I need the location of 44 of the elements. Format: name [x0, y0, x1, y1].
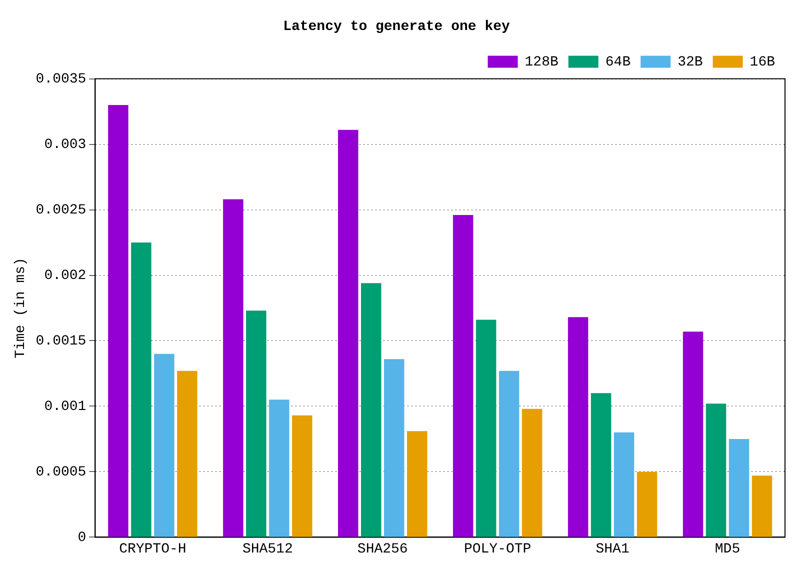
bar [223, 199, 244, 537]
x-tick-label: SHA256 [357, 541, 408, 558]
y-tick-label: 0.001 [44, 398, 86, 415]
bar [384, 359, 404, 537]
bar [636, 472, 658, 537]
bar [452, 215, 474, 537]
bar [706, 404, 726, 537]
legend-label: 64B [605, 54, 631, 71]
y-tick-label: 0.0035 [36, 72, 86, 88]
bar [752, 476, 772, 537]
bar [246, 310, 266, 537]
bar [406, 431, 428, 537]
legend-label: 16B [750, 54, 776, 71]
y-tick-label: 0.0005 [36, 464, 86, 480]
x-tick-label: POLY-OTP [464, 541, 532, 558]
y-tick-label: 0.003 [44, 136, 86, 153]
bar [568, 317, 588, 537]
y-tick-label: 0.002 [44, 268, 86, 284]
bar [590, 393, 612, 537]
bar [177, 370, 198, 537]
y-tick-label: 0 [78, 530, 86, 546]
bar [154, 354, 174, 537]
bar [108, 104, 128, 537]
x-tick-label: SHA512 [242, 541, 293, 558]
bar [522, 408, 542, 537]
y-tick-label: 0.0025 [36, 202, 86, 218]
legend-label: 128B [524, 54, 558, 71]
y-axis-title: Time (in ms) [13, 258, 30, 358]
x-tick-label: CRYPTO-H [119, 541, 186, 558]
bar [682, 332, 704, 537]
bar [361, 283, 382, 537]
bar [498, 370, 520, 537]
bar [728, 438, 750, 537]
legend-label: 32B [678, 54, 703, 71]
bar [476, 320, 496, 537]
chart-title: Latency to generate one key [283, 18, 511, 35]
bar [131, 242, 152, 537]
y-tick-label: 0.0015 [36, 333, 86, 350]
bar [269, 400, 290, 537]
bar [614, 432, 634, 537]
bar [338, 130, 358, 537]
bar [292, 415, 312, 537]
x-tick-label: MD5 [714, 541, 740, 558]
x-tick-label: SHA1 [596, 541, 630, 558]
